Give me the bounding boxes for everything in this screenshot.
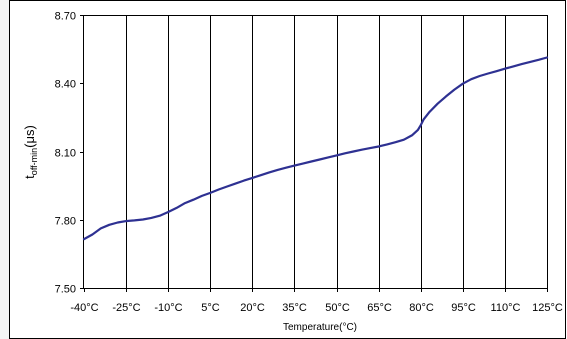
y-tick-label: 8.40	[55, 79, 76, 91]
y-tick-label: 8.10	[55, 148, 76, 160]
x-tick-label: -40°C	[70, 302, 98, 314]
left-margin-strip	[0, 0, 9, 339]
y-axis-title-main: t	[22, 175, 37, 179]
x-tick-label: 20°C	[240, 302, 265, 314]
x-axis-title: Temperature(°C)	[283, 322, 357, 333]
y-axis-title: toff-min(μs)	[22, 125, 39, 179]
vertical-gridlines	[126, 15, 506, 288]
y-tick-label: 8.70	[55, 11, 76, 23]
y-tick-label: 7.80	[55, 216, 76, 228]
x-tick-label: 110°C	[491, 302, 521, 314]
series-line	[82, 56, 549, 241]
x-tick-label: 95°C	[451, 302, 476, 314]
x-tick-label: -10°C	[154, 302, 182, 314]
x-tick-label: 5°C	[201, 302, 220, 314]
x-tick-label: 50°C	[325, 302, 350, 314]
y-tick-label: 7.50	[55, 284, 76, 296]
x-tick-label: 65°C	[367, 302, 392, 314]
y-axis-ticks: 7.50 7.80 8.10 8.40 8.70	[55, 11, 84, 296]
y-axis-title-unit: (μs)	[22, 125, 37, 148]
plot-area	[83, 15, 548, 289]
x-tick-label: 35°C	[282, 302, 307, 314]
y-axis-title-sub: off-min	[29, 148, 39, 175]
x-axis-ticks: -40°C -25°C -10°C 5°C 20°C 35°C 50°C 65°C 80°C 95…	[70, 288, 563, 314]
x-tick-label: 80°C	[409, 302, 434, 314]
x-tick-label: 125°C	[532, 302, 563, 314]
series-group	[82, 56, 549, 241]
x-tick-label: -25°C	[112, 302, 140, 314]
